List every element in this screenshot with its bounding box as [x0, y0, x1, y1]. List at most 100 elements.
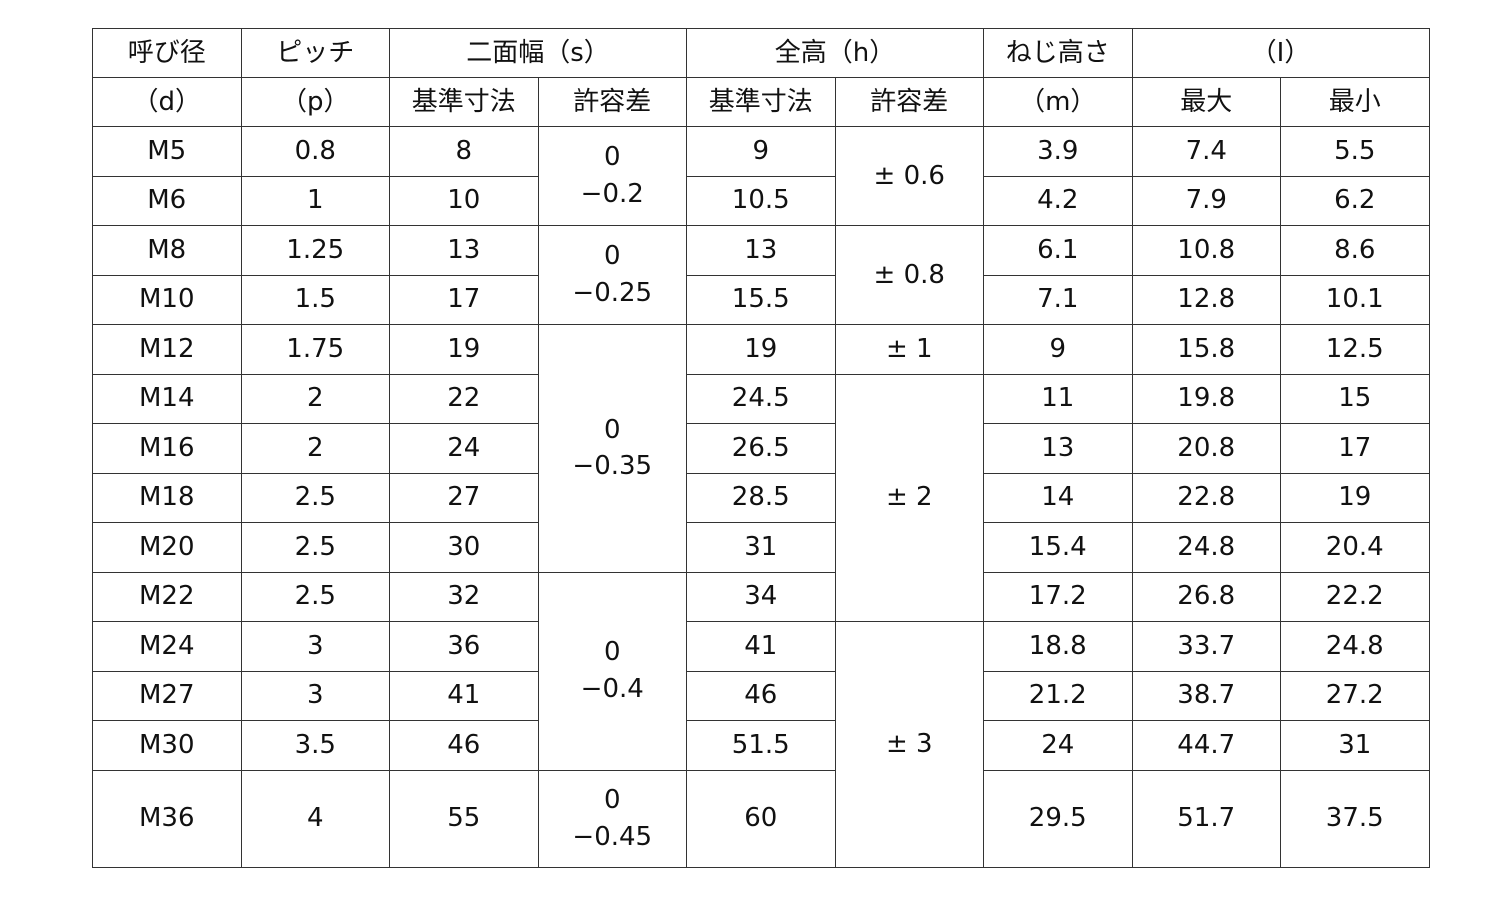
cell-l-min: 22.2	[1280, 571, 1430, 622]
table-row: M5 0.8 8 0 −0.2 9 ± 0.6 3.9 7.4 5.5	[92, 126, 1430, 226]
cell-pitch: 3.5	[240, 720, 390, 771]
cell-h-basic: 28.5	[686, 472, 836, 523]
cell-s-basic: 36	[389, 621, 539, 672]
cell-pitch: 1.5	[240, 274, 390, 325]
cell-pitch: 4	[240, 769, 390, 868]
table-row: M16 2 24 26.5 13 20.8 17	[92, 423, 1430, 474]
cell-l-max: 51.7	[1131, 769, 1281, 868]
cell-thread-height: 18.8	[983, 621, 1133, 672]
cell-pitch: 2.5	[240, 522, 390, 573]
cell-h-basic: 19	[686, 324, 836, 375]
cell-nominal: M20	[92, 522, 242, 573]
cell-pitch: 3	[240, 621, 390, 672]
cell-thread-height: 4.2	[983, 175, 1133, 226]
cell-nominal: M18	[92, 472, 242, 523]
cell-l-min: 17	[1280, 423, 1430, 474]
s-tolerance-lower: −0.2	[580, 179, 644, 209]
cell-thread-height: 7.1	[983, 274, 1133, 325]
cell-pitch: 1	[240, 175, 390, 226]
cell-s-tolerance: 0 −0.25	[537, 225, 687, 325]
header-s-basic: 基準寸法	[389, 77, 539, 127]
cell-h-basic: 9	[686, 126, 836, 177]
header-h-tolerance: 許容差	[834, 77, 984, 127]
header-nominal: 呼び径	[92, 28, 242, 78]
cell-nominal: M36	[92, 769, 242, 868]
cell-h-tolerance: ± 1	[834, 324, 984, 375]
cell-l-max: 7.4	[1131, 126, 1281, 177]
cell-s-basic: 10	[389, 175, 539, 226]
cell-thread-height: 24	[983, 720, 1133, 771]
cell-s-basic: 30	[389, 522, 539, 573]
cell-l-min: 31	[1280, 720, 1430, 771]
cell-pitch: 1.75	[240, 324, 390, 375]
header-height-total: 全高（h）	[686, 28, 984, 78]
cell-h-tolerance: ± 3	[834, 621, 984, 868]
cell-thread-height: 9	[983, 324, 1133, 375]
cell-pitch: 1.25	[240, 225, 390, 276]
header-width-across-flats: 二面幅（s）	[389, 28, 687, 78]
cell-thread-height: 14	[983, 472, 1133, 523]
cell-s-basic: 24	[389, 423, 539, 474]
cell-l-max: 26.8	[1131, 571, 1281, 622]
table-row: M22 2.5 32 0 −0.4 34 17.2 26.8 22.2	[92, 571, 1430, 771]
cell-s-tolerance: 0 −0.4	[537, 571, 687, 771]
cell-s-tolerance: 0 −0.35	[537, 324, 687, 573]
s-tolerance-upper: 0	[603, 142, 621, 173]
header-thread-height-symbol: （m）	[983, 77, 1133, 127]
s-tolerance-upper: 0	[603, 637, 621, 668]
cell-thread-height: 11	[983, 373, 1133, 424]
cell-s-tolerance: 0 −0.2	[537, 126, 687, 226]
header-s-tolerance: 許容差	[537, 77, 687, 127]
cell-s-basic: 41	[389, 670, 539, 721]
cell-h-basic: 13	[686, 225, 836, 276]
cell-l-max: 7.9	[1131, 175, 1281, 226]
header-l-min: 最小	[1280, 77, 1430, 127]
cell-h-tolerance: ± 2	[834, 373, 984, 622]
cell-nominal: M5	[92, 126, 242, 177]
cell-pitch: 0.8	[240, 126, 390, 177]
header-row-1: 呼び径 ピッチ 二面幅（s） 全高（h） ねじ高さ （I）	[92, 28, 1430, 78]
cell-l-max: 10.8	[1131, 225, 1281, 276]
cell-nominal: M24	[92, 621, 242, 672]
cell-l-max: 38.7	[1131, 670, 1281, 721]
header-l-max: 最大	[1131, 77, 1281, 127]
header-l-group: （I）	[1131, 28, 1430, 78]
cell-s-basic: 55	[389, 769, 539, 868]
cell-s-basic: 32	[389, 571, 539, 622]
cell-nominal: M12	[92, 324, 242, 375]
cell-thread-height: 29.5	[983, 769, 1133, 868]
cell-l-min: 10.1	[1280, 274, 1430, 325]
header-nominal-symbol: （d）	[92, 77, 242, 127]
cell-l-max: 20.8	[1131, 423, 1281, 474]
cell-nominal: M22	[92, 571, 242, 622]
cell-pitch: 2.5	[240, 571, 390, 622]
cell-l-max: 33.7	[1131, 621, 1281, 672]
table-row: M30 3.5 46 51.5 24 44.7 31	[92, 720, 1430, 771]
header-h-basic: 基準寸法	[686, 77, 836, 127]
cell-s-basic: 17	[389, 274, 539, 325]
table-row: M12 1.75 19 0 −0.35 19 ± 1 9 15.8 12.5	[92, 324, 1430, 573]
cell-nominal: M30	[92, 720, 242, 771]
cell-s-basic: 8	[389, 126, 539, 177]
cell-h-basic: 51.5	[686, 720, 836, 771]
cell-thread-height: 6.1	[983, 225, 1133, 276]
table-row: M36 4 55 0 −0.45 60 29.5 51.7 37.5	[92, 769, 1430, 868]
cell-l-max: 22.8	[1131, 472, 1281, 523]
s-tolerance-upper: 0	[603, 241, 621, 272]
cell-nominal: M10	[92, 274, 242, 325]
cell-h-basic: 10.5	[686, 175, 836, 226]
cell-l-min: 37.5	[1280, 769, 1430, 868]
cell-h-tolerance: ± 0.8	[834, 225, 984, 325]
header-row-2: （d） （p） 基準寸法 許容差 基準寸法 許容差 （m） 最大 最小	[92, 77, 1430, 127]
cell-l-min: 5.5	[1280, 126, 1430, 177]
cell-thread-height: 3.9	[983, 126, 1133, 177]
cell-pitch: 3	[240, 670, 390, 721]
s-tolerance-lower: −0.45	[572, 821, 653, 852]
s-tolerance-lower: −0.25	[572, 278, 653, 308]
cell-l-max: 44.7	[1131, 720, 1281, 771]
s-tolerance-upper: 0	[603, 414, 621, 445]
table-row: M18 2.5 27 28.5 14 22.8 19	[92, 472, 1430, 523]
s-tolerance-lower: −0.35	[572, 451, 653, 482]
cell-h-basic: 26.5	[686, 423, 836, 474]
cell-pitch: 2	[240, 373, 390, 424]
